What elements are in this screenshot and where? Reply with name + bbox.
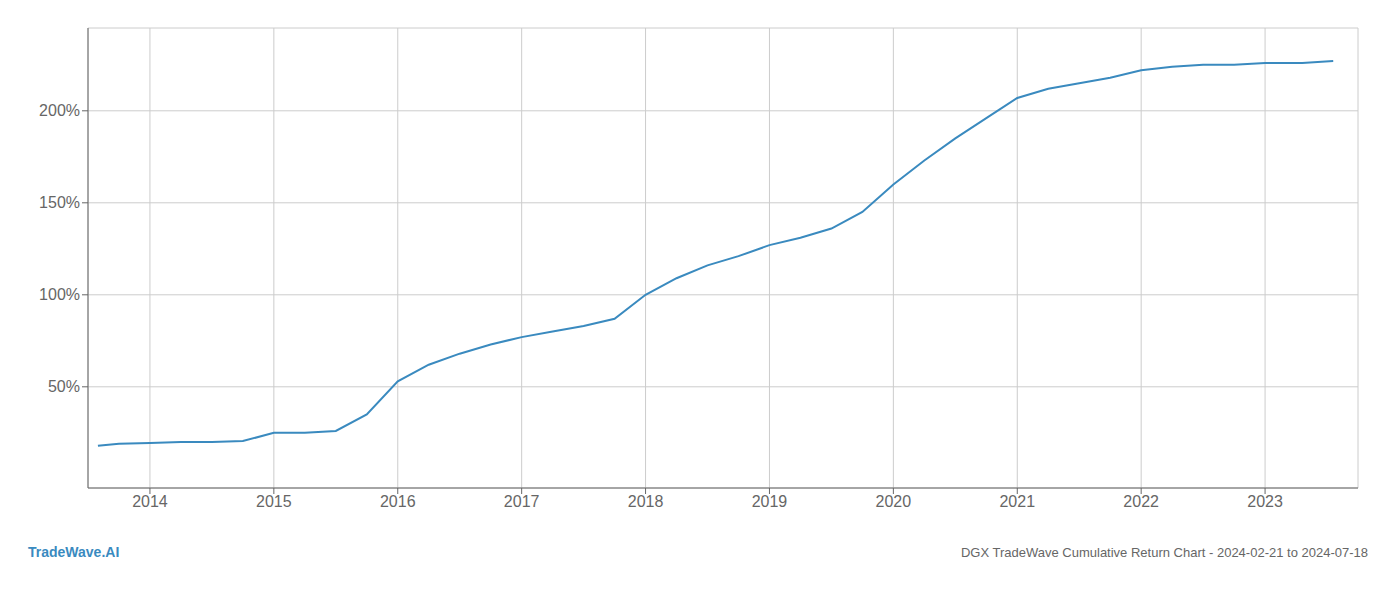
svg-text:2020: 2020 xyxy=(876,493,912,510)
svg-text:2017: 2017 xyxy=(504,493,540,510)
svg-text:200%: 200% xyxy=(39,102,80,119)
svg-text:2023: 2023 xyxy=(1247,493,1283,510)
svg-text:150%: 150% xyxy=(39,194,80,211)
svg-text:2016: 2016 xyxy=(380,493,416,510)
svg-text:2014: 2014 xyxy=(132,493,168,510)
html-text:DGX TradeWave Cumulative Retur: DGX TradeWave Cumulative Return Chart - … xyxy=(960,545,1368,560)
svg-text:100%: 100% xyxy=(39,286,80,303)
html-text:TradeWave.AI: TradeWave.AI xyxy=(28,544,120,560)
svg-text:2015: 2015 xyxy=(256,493,292,510)
svg-text:2019: 2019 xyxy=(752,493,788,510)
svg-text:50%: 50% xyxy=(48,378,80,395)
svg-text:2021: 2021 xyxy=(999,493,1035,510)
svg-text:2018: 2018 xyxy=(628,493,664,510)
svg-text:2022: 2022 xyxy=(1123,493,1159,510)
